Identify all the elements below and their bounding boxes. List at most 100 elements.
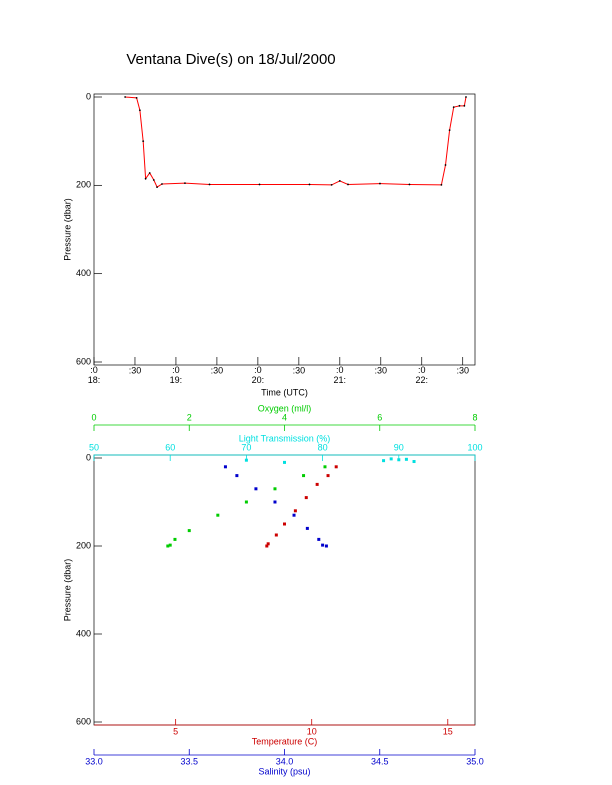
profile-point xyxy=(404,457,408,461)
profile-point xyxy=(187,529,191,533)
plot-frame xyxy=(93,93,476,366)
profile-point xyxy=(382,459,386,463)
x-axis-label: Time (UTC) xyxy=(261,387,308,397)
x-tick-label: 50 xyxy=(89,442,99,452)
y-tick-label: 400 xyxy=(76,268,91,278)
profile-point xyxy=(273,487,277,491)
profile-point xyxy=(317,537,321,541)
profile-point xyxy=(265,544,269,548)
profile-point xyxy=(283,460,286,464)
profile-point xyxy=(321,543,325,547)
trace-point xyxy=(135,96,138,99)
trace-point xyxy=(258,183,261,186)
x-axis-label: Temperature (C) xyxy=(252,736,318,746)
trace-point xyxy=(144,177,147,180)
profile-point xyxy=(326,474,330,478)
x-tick-label: 60 xyxy=(165,442,175,452)
x-tick-label: 4 xyxy=(282,412,287,422)
profile-point xyxy=(315,482,319,486)
trace-point xyxy=(452,106,455,109)
trace-point xyxy=(338,180,341,182)
profile-point xyxy=(273,500,277,504)
y-axis-label: Pressure (dbar) xyxy=(62,559,72,622)
x-tick-label: 33.5 xyxy=(180,756,198,766)
x-tick-label: :0 21: xyxy=(334,365,347,385)
trace-line xyxy=(125,96,467,188)
x-tick-label: :0 18: xyxy=(88,365,101,385)
y-tick-label: 600 xyxy=(76,716,91,726)
x-tick-label: 33.0 xyxy=(85,756,103,766)
profile-point xyxy=(292,513,296,517)
x-tick-label: :0 22: xyxy=(415,365,428,385)
profile-point xyxy=(412,460,416,464)
profile-point xyxy=(397,458,401,462)
trace-point xyxy=(152,179,155,181)
profile-point xyxy=(244,500,248,504)
chart-title: Ventana Dive(s) on 18/Jul/2000 xyxy=(126,51,335,68)
y-tick-label: 200 xyxy=(76,540,91,550)
trace-point xyxy=(138,109,141,112)
x-tick-label: 5 xyxy=(173,726,178,736)
x-tick-label: :30 xyxy=(211,365,224,375)
trace-point xyxy=(208,183,211,186)
y-tick-label: 0 xyxy=(86,91,91,101)
trace-point xyxy=(458,104,461,107)
y-tick-label: 0 xyxy=(86,452,91,462)
profile-point xyxy=(216,513,220,517)
profile-point xyxy=(244,458,248,462)
trace-point xyxy=(184,182,186,185)
y-axis-label: Pressure (dbar) xyxy=(62,198,72,261)
profile-point xyxy=(223,465,227,469)
profile-point xyxy=(293,509,297,513)
plot-frame xyxy=(93,454,476,726)
profile-point xyxy=(304,496,308,500)
trace-point xyxy=(161,183,163,185)
profile-point xyxy=(254,487,258,491)
profile-point xyxy=(389,457,393,461)
x-tick-label: 70 xyxy=(241,442,251,452)
x-tick-label: 80 xyxy=(318,442,328,452)
x-tick-label: 6 xyxy=(377,412,382,422)
trace-point xyxy=(330,183,333,186)
x-axis-label: Salinity (psu) xyxy=(258,766,310,776)
profile-point xyxy=(235,474,239,478)
x-tick-label: 34.0 xyxy=(276,756,294,766)
x-tick-label: :30 xyxy=(456,365,469,375)
trace-point xyxy=(465,96,467,98)
y-tick-label: 400 xyxy=(76,628,91,638)
x-axis-label: Oxygen (ml/l) xyxy=(258,403,312,413)
x-tick-label: 0 xyxy=(91,412,96,422)
trace-point xyxy=(347,183,349,186)
y-tick-label: 600 xyxy=(76,356,91,366)
x-tick-label: :30 xyxy=(293,365,306,375)
x-tick-label: 90 xyxy=(394,442,404,452)
profile-point xyxy=(266,542,270,546)
profile-point xyxy=(334,465,338,469)
trace-point xyxy=(444,164,447,166)
profile-point xyxy=(324,544,328,548)
x-tick-label: 10 xyxy=(307,726,317,736)
x-tick-label: 15 xyxy=(443,726,453,736)
trace-point xyxy=(124,96,127,98)
x-tick-label: 34.5 xyxy=(371,756,389,766)
x-tick-label: 100 xyxy=(467,442,482,452)
y-tick-label: 200 xyxy=(76,180,91,190)
x-tick-label: 35.0 xyxy=(466,756,484,766)
x-tick-label: 8 xyxy=(472,412,477,422)
x-tick-label: :30 xyxy=(375,365,388,375)
trace-point xyxy=(440,183,443,186)
profile-point xyxy=(305,526,309,530)
profile-point xyxy=(323,465,327,469)
x-tick-label: :30 xyxy=(129,365,142,375)
trace-point xyxy=(463,104,466,107)
trace-point xyxy=(148,172,151,174)
profile-point xyxy=(283,522,286,526)
trace-point xyxy=(308,183,311,186)
profile-point xyxy=(168,543,172,547)
trace-point xyxy=(156,186,158,189)
x-tick-label: :0 20: xyxy=(252,365,265,385)
profile-point xyxy=(173,537,177,541)
trace-point xyxy=(379,182,381,185)
